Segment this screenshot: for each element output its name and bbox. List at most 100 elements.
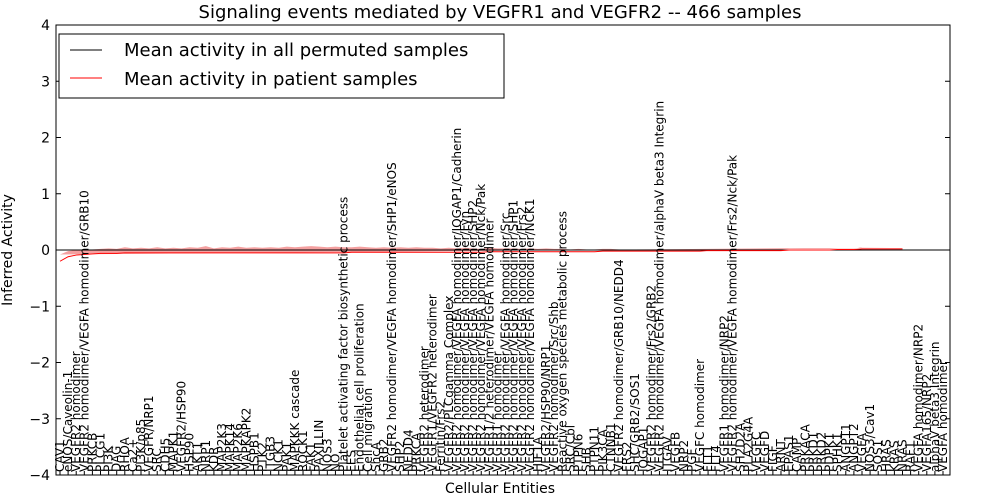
y-tick-label: −1 — [29, 299, 50, 315]
x-tick-label: VEGFB — [669, 432, 683, 472]
x-tick-label: MAPKAPK2 — [239, 408, 253, 472]
x-tick-label: PRKCB — [85, 433, 99, 472]
x-tick-label: HSPB1 — [247, 432, 261, 472]
x-tick-label: NRAS — [895, 439, 909, 472]
x-tick-label: Endothelial cell proliferation — [353, 303, 367, 472]
x-tick-label: ITGB3 — [264, 436, 278, 472]
x-tick-label: ITGAV — [661, 435, 675, 472]
x-tick-label: PTK2 — [256, 442, 270, 472]
x-tick-label: AKT1 — [191, 442, 205, 472]
x-tick-label: VEGFR2/HSP90 — [175, 381, 189, 472]
x-tick-label: SHP2 — [393, 440, 407, 472]
x-tick-label: EPAS1 — [782, 434, 796, 472]
x-tick-label: MAP2K3 — [215, 423, 229, 472]
x-tick-label: VEGFR2 homodimer/VEGFA homodimer/SHP1/eN… — [385, 162, 399, 472]
x-tick-label: VEGFR2 homodimer/VEGFA homodimer/IQGAP1/… — [450, 128, 464, 472]
x-tick-label: VEGFR2 homodimer/Src/Shb — [547, 301, 561, 472]
x-tick-label: PAK1 — [280, 442, 294, 472]
x-tick-label: ARNT — [774, 438, 788, 472]
x-tick-label: SHB — [580, 447, 594, 472]
chart-title: Signaling events mediated by VEGFR1 and … — [199, 2, 802, 23]
x-tick-label: DAG — [110, 446, 124, 472]
x-tick-label: RAF1 — [904, 441, 918, 472]
x-tick-label: eNOS/Caveolin-1 — [61, 371, 75, 472]
y-tick-label: 0 — [41, 243, 50, 259]
x-tick-label: SPHK1 — [831, 433, 845, 472]
y-tick-label: 1 — [41, 187, 50, 203]
x-tick-label: PGF — [685, 448, 699, 472]
x-tick-label: NEDD4 — [401, 429, 415, 472]
x-tick-label: PRKD2 — [814, 432, 828, 472]
x-tick-label: FRS2 — [620, 442, 634, 473]
x-tick-label: MAPK1 — [166, 431, 180, 472]
x-tick-label: VEGFR1 homodimer/NRP2 — [717, 315, 731, 472]
x-tick-label: PAXILLIN — [312, 420, 326, 472]
x-tick-label: PRKD1 — [806, 432, 820, 472]
x-tick-label: PTPN6 — [571, 434, 585, 472]
plot-frame — [55, 24, 951, 476]
x-tick-label: VEGFA — [855, 432, 869, 472]
x-tick-label: KRAS — [887, 440, 901, 472]
patient-mean-line — [59, 248, 903, 262]
x-tick-label: ANGPT1 — [839, 423, 853, 472]
y-axis-label: Inferred Activity — [0, 194, 16, 306]
x-tick-label: VEGFR2 homodimer/GRB10/NEDD4 — [612, 259, 626, 472]
x-tick-label: VEGFR2 homodimer/VEGFA homodimer/Frs2/Nc… — [725, 155, 739, 472]
x-tick-label: Platelet activating factor biosynthetic … — [337, 197, 351, 472]
y-tick-label: 3 — [41, 74, 50, 90]
y-tick-label: −4 — [29, 468, 50, 484]
x-tick-label: Reactive oxygen species metabolic proces… — [555, 211, 569, 472]
x-tick-label: HIF1A — [531, 436, 545, 472]
x-tick-label: SRC — [150, 448, 164, 472]
x-tick-label: VEGFC — [750, 432, 764, 472]
x-tick-label: GRB2 — [377, 438, 391, 472]
x-tick-label: MAPKKK cascade — [288, 370, 302, 472]
x-tick-label: VEGFR2 homodimer/Frs2/GRB2 — [644, 285, 658, 472]
x-tick-label: PI3K — [102, 445, 116, 472]
x-tick-label: VEGFR2 homodimer/VEGFA homodimer/SHP2 — [466, 200, 480, 472]
x-tick-label: VEGFR2/HSP90/NRP1 — [539, 345, 553, 472]
x-tick-label: FLT4 — [709, 445, 723, 472]
x-tick-label: NCK1 — [272, 439, 286, 472]
legend-label-patient: Mean activity in patient samples — [124, 69, 418, 90]
y-ticks-layer: −4 −3 −2 −1 0 1 2 3 4 — [29, 18, 950, 484]
x-tick-label: NRP1 — [199, 440, 213, 472]
x-tick-label: CAMP — [790, 438, 804, 472]
x-tick-label: VEGFR2 homodimer/VEGFA homodimer/GRB10 — [77, 190, 91, 472]
x-tick-label: PLCG1 — [94, 433, 108, 472]
x-tick-label: Ferritin/Frs2 — [434, 401, 448, 472]
legend-label-permuted: Mean activity in all permuted samples — [124, 40, 468, 61]
x-axis-label: Cellular Entities — [445, 481, 555, 497]
x-tick-label: NRP2 — [677, 440, 691, 472]
x-tick-label: VEGFR2 homodimer/VEGFA homodimer/Nck/Pak — [474, 184, 488, 472]
x-tick-label: PRKCA — [409, 432, 423, 472]
x-tick-label: SOS1 — [871, 440, 885, 472]
x-tick-label: VEGFR2 heterodimer — [418, 346, 432, 472]
x-tick-label: VEGFR2/PLCgamma Complex — [442, 296, 456, 472]
x-tick-label: VEGFR2 homodimer/VEGFA homodimer/Frs2 — [515, 207, 529, 473]
x-tick-label: VEGFR2 homodimer — [69, 351, 83, 472]
x-tick-label: HRAS — [879, 439, 893, 472]
x-tick-label: alphaV beta3 Integrin — [928, 341, 942, 472]
legend-box — [58, 33, 505, 99]
x-tick-label: NOS3 — [320, 438, 334, 472]
x-tick-label: HSP90 — [183, 433, 197, 472]
x-tick-label: VEGFD — [758, 431, 772, 472]
x-tick-label: KDR — [207, 447, 221, 472]
y-tick-label: 4 — [41, 18, 50, 34]
x-tick-label: VEGFR2 homodimer/VEGFA homodimer/NCK1 — [523, 198, 537, 472]
x-tick-label: ROCK1 — [296, 430, 310, 472]
x-tick-label: ShcA — [369, 441, 383, 472]
x-tick-label: VEGFR1/VEGFR2 heterodimer — [426, 294, 440, 472]
x-tick-label: PLA2G4A — [742, 416, 756, 472]
x-tick-label: PIK3CA — [596, 428, 610, 472]
x-tick-label: Ca2+ — [126, 439, 140, 472]
x-tick-label: SH2D2A — [733, 422, 747, 472]
x-tick-label: VEGFC homodimer — [693, 359, 707, 472]
x-tick-label: FAK1 — [304, 442, 318, 472]
x-tick-label: Cell migration — [361, 388, 375, 472]
x-tick-label: VEGFR2 homodimer/VEGFA homodimer/alphaV … — [652, 101, 666, 472]
x-tick-label: VEGFA homodimer — [936, 360, 950, 472]
